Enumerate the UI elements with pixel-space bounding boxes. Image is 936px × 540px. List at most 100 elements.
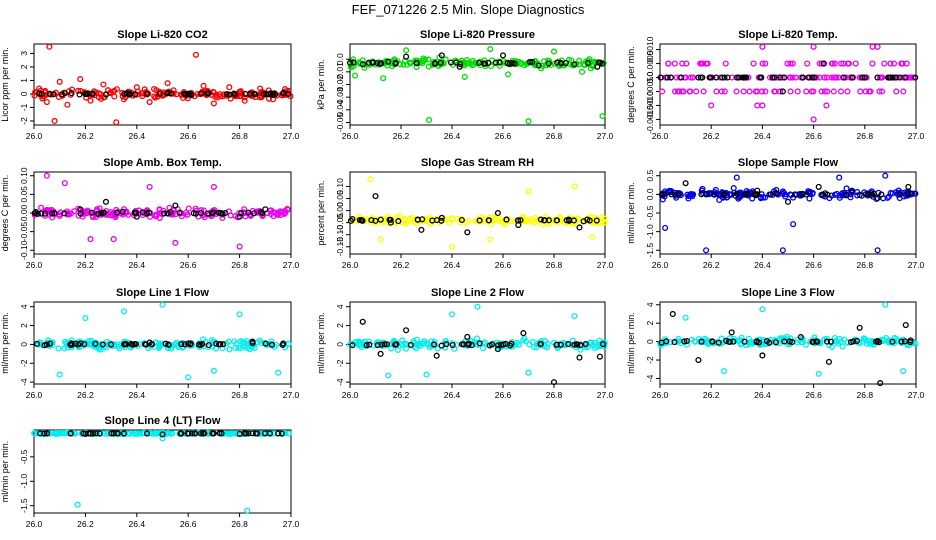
highlighted-point (898, 338, 905, 345)
data-point (413, 64, 420, 71)
highlighted-point (100, 209, 107, 216)
data-point (589, 234, 596, 241)
data-point (578, 68, 586, 75)
data-point (591, 345, 598, 352)
data-point (687, 88, 694, 95)
data-point (846, 74, 854, 81)
data-point (200, 82, 207, 89)
data-point (703, 60, 710, 67)
highlighted-point (565, 341, 572, 348)
highlighted-point (464, 229, 471, 236)
data-point (522, 338, 529, 345)
highlighted-point (259, 210, 266, 217)
data-point (226, 84, 233, 91)
data-point (62, 338, 69, 345)
x-tick-label: 26.2 (77, 519, 94, 529)
chart-p3: Slope Li-820 Temp. degrees C per min. -0.0… (626, 29, 925, 141)
data-point (505, 71, 512, 78)
x-tick-label: 26.8 (857, 390, 874, 400)
data-point (689, 74, 696, 81)
highlighted-point (164, 90, 171, 97)
data-point (488, 221, 495, 228)
highlighted-point (494, 209, 501, 217)
data-point (852, 60, 859, 67)
data-point (159, 435, 166, 442)
data-point (367, 176, 374, 183)
highlighted-point (33, 340, 41, 347)
data-point (61, 180, 68, 187)
highlighted-point (675, 191, 682, 198)
highlighted-point (245, 430, 252, 437)
highlighted-point (347, 217, 355, 224)
data-point (754, 88, 761, 95)
data-point (738, 334, 745, 341)
highlighted-point (438, 214, 445, 221)
x-tick-label: 26.2 (393, 260, 410, 270)
data-point (759, 102, 766, 109)
data-point (55, 345, 62, 352)
data-point (675, 335, 682, 342)
data-point (362, 339, 369, 346)
highlighted-point (672, 191, 679, 198)
highlighted-point (596, 353, 603, 360)
highlighted-point (438, 342, 445, 349)
highlighted-point (195, 341, 202, 348)
highlighted-point (781, 74, 788, 81)
x-tick-label: 26.0 (26, 131, 43, 141)
x-tick-label: 26.4 (129, 131, 146, 141)
y-tick-label: -0.03 (335, 87, 345, 107)
data-point (80, 210, 87, 217)
data-point (866, 88, 873, 95)
y-tick-label: -0.01 (335, 62, 345, 82)
highlighted-point (108, 341, 115, 348)
data-point (156, 206, 163, 214)
y-tick-label: 0.05 (19, 186, 29, 203)
data-point (228, 430, 235, 437)
chart-p8: Slope Line 2 Flow ml/min per min. -4 -2 0 2 4 2… (316, 287, 614, 400)
highlighted-point (907, 339, 914, 346)
y-tick-label: -4 (335, 378, 345, 386)
data-point (400, 61, 407, 68)
highlighted-point (874, 74, 881, 81)
highlighted-point (707, 74, 714, 81)
highlighted-point (456, 63, 463, 70)
x-tick-label: 26.8 (857, 131, 874, 141)
data-point (571, 313, 578, 320)
data-point (885, 193, 892, 200)
highlighted-point (757, 74, 764, 81)
highlighted-point (346, 59, 354, 66)
data-point (184, 211, 191, 218)
data-point (89, 212, 96, 219)
data-point (236, 243, 243, 250)
highlighted-point (584, 216, 591, 223)
data-point (740, 88, 747, 95)
highlighted-point (31, 210, 38, 217)
highlighted-point (87, 430, 94, 437)
y-tick-label: 2 (19, 323, 29, 328)
highlighted-point (582, 341, 589, 348)
highlighted-point (187, 340, 194, 347)
y-tick-label: 0 (19, 342, 29, 347)
highlighted-point (557, 59, 564, 66)
data-point (700, 88, 707, 95)
x-tick-label: 26.4 (444, 390, 461, 400)
highlighted-point (870, 190, 877, 197)
highlighted-point (498, 341, 505, 348)
data-point (557, 214, 564, 221)
highlighted-point (114, 430, 121, 437)
chart-p5: Slope Gas Stream RH percent per min. -0.15… (316, 157, 614, 270)
data-point (671, 60, 678, 67)
data-point (781, 191, 789, 198)
data-point (697, 60, 704, 67)
highlighted-point (815, 183, 822, 190)
data-point (746, 88, 753, 95)
data-point (526, 341, 533, 348)
data-point (87, 97, 94, 104)
highlighted-point (162, 340, 169, 347)
data-point (565, 56, 573, 63)
highlighted-point (823, 338, 831, 345)
highlighted-point (349, 342, 356, 349)
highlighted-point (777, 74, 784, 81)
data-point (882, 172, 889, 179)
highlighted-point (222, 209, 229, 217)
